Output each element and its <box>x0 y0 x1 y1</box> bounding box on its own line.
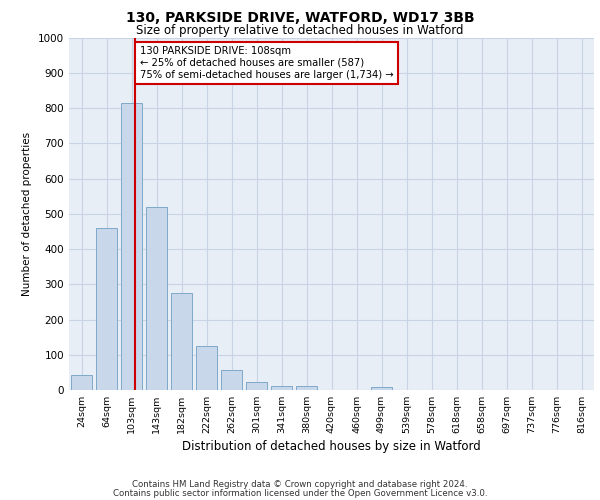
Text: 130, PARKSIDE DRIVE, WATFORD, WD17 3BB: 130, PARKSIDE DRIVE, WATFORD, WD17 3BB <box>125 11 475 25</box>
Text: Size of property relative to detached houses in Watford: Size of property relative to detached ho… <box>136 24 464 37</box>
Y-axis label: Number of detached properties: Number of detached properties <box>22 132 32 296</box>
Bar <box>196 346 217 390</box>
Bar <box>371 387 392 390</box>
Bar <box>121 102 142 390</box>
Bar <box>171 293 192 390</box>
Bar <box>296 386 317 390</box>
Text: Contains public sector information licensed under the Open Government Licence v3: Contains public sector information licen… <box>113 488 487 498</box>
Bar <box>71 375 92 390</box>
Bar <box>246 382 267 390</box>
Text: 130 PARKSIDE DRIVE: 108sqm
← 25% of detached houses are smaller (587)
75% of sem: 130 PARKSIDE DRIVE: 108sqm ← 25% of deta… <box>140 46 393 80</box>
X-axis label: Distribution of detached houses by size in Watford: Distribution of detached houses by size … <box>182 440 481 453</box>
Bar <box>146 206 167 390</box>
Bar <box>96 228 117 390</box>
Bar <box>221 370 242 390</box>
Text: Contains HM Land Registry data © Crown copyright and database right 2024.: Contains HM Land Registry data © Crown c… <box>132 480 468 489</box>
Bar <box>271 386 292 390</box>
